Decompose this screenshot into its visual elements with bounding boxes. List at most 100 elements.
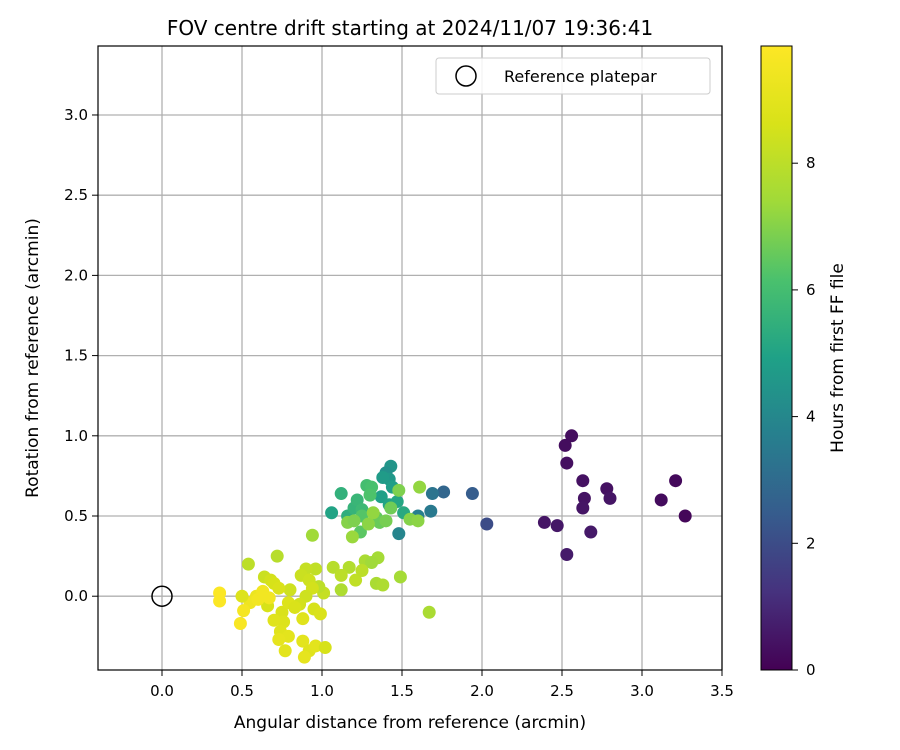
data-point [326, 560, 340, 574]
data-point [305, 528, 319, 542]
data-point [425, 487, 439, 501]
legend-marker-icon [455, 65, 477, 87]
data-point [424, 504, 438, 518]
y-axis-ticks: 0.0 0.5 1.0 1.5 2.0 2.5 3.0 [64, 106, 98, 605]
data-point [576, 474, 590, 488]
x-tick-label: 1.0 [310, 682, 334, 700]
data-point [576, 501, 590, 515]
data-point [345, 530, 359, 544]
data-point [262, 591, 276, 605]
data-point [313, 607, 327, 621]
data-point [480, 517, 494, 531]
data-point [342, 560, 356, 574]
data-point [654, 493, 668, 507]
data-point [374, 490, 388, 504]
data-point [584, 525, 598, 539]
data-point [334, 487, 348, 501]
data-point [465, 487, 479, 501]
data-points [213, 429, 692, 664]
data-point [267, 613, 281, 627]
data-point [379, 514, 393, 528]
data-point [560, 548, 574, 562]
data-point [283, 583, 297, 597]
data-point [361, 517, 375, 531]
data-point [325, 506, 339, 520]
data-point [241, 557, 255, 571]
data-point [577, 491, 591, 505]
data-point [296, 612, 310, 626]
data-point [366, 506, 380, 520]
data-point [278, 644, 292, 658]
x-tick-label: 3.5 [710, 682, 734, 700]
data-point [288, 600, 302, 614]
data-point [237, 604, 251, 618]
data-point [393, 570, 407, 584]
data-point [560, 456, 574, 470]
data-point [349, 573, 363, 587]
data-point [347, 514, 361, 528]
y-tick-label: 2.0 [64, 266, 88, 284]
y-axis-label: Rotation from reference (arcmin) [23, 218, 43, 498]
data-point [334, 568, 348, 582]
data-point [309, 639, 323, 653]
x-tick-label: 0.5 [230, 682, 254, 700]
data-point [297, 650, 311, 664]
y-tick-label: 3.0 [64, 106, 88, 124]
legend-entry-reference-platepar: Reference platepar [504, 67, 657, 86]
x-tick-label: 1.5 [390, 682, 414, 700]
data-point [213, 594, 227, 608]
data-point [376, 471, 390, 485]
reference-platepar-marker [151, 585, 173, 607]
data-point [392, 483, 406, 497]
colorbar-gradient [760, 45, 793, 671]
data-point [413, 480, 427, 494]
y-tick-label: 0.5 [64, 507, 88, 525]
colorbar-tick-label: 8 [806, 154, 816, 172]
data-point [376, 578, 390, 592]
colorbar: 0 2 4 6 8 Hours from first FF file [760, 45, 848, 679]
x-axis-ticks: 0.0 0.5 1.0 1.5 2.0 2.5 3.0 3.5 [150, 670, 734, 700]
y-tick-label: 2.5 [64, 186, 88, 204]
data-point [550, 519, 564, 533]
data-point [422, 605, 436, 619]
data-point [669, 474, 683, 488]
data-point [437, 485, 451, 499]
colorbar-label: Hours from first FF file [828, 263, 848, 453]
x-tick-label: 2.5 [550, 682, 574, 700]
data-point [565, 429, 579, 443]
legend-box [435, 57, 711, 95]
data-point [392, 527, 406, 541]
data-point [363, 488, 377, 502]
data-point [296, 634, 310, 648]
legend: Reference platepar [435, 57, 711, 95]
data-point [384, 501, 398, 515]
data-point [272, 633, 286, 647]
colorbar-tick-label: 6 [806, 281, 816, 299]
colorbar-ticks: 0 2 4 6 8 [792, 154, 816, 679]
data-point [309, 562, 323, 576]
y-tick-label: 1.5 [64, 347, 88, 365]
data-point [270, 549, 284, 563]
data-point [365, 556, 379, 570]
x-tick-label: 3.0 [630, 682, 654, 700]
data-point [355, 564, 369, 578]
plot-frame [97, 45, 723, 671]
data-point [233, 616, 247, 630]
colorbar-tick-label: 2 [806, 534, 816, 552]
data-point [350, 493, 364, 507]
x-tick-label: 0.0 [150, 682, 174, 700]
x-tick-label: 2.0 [470, 682, 494, 700]
data-point [275, 605, 289, 619]
y-tick-label: 0.0 [64, 587, 88, 605]
chart-title: FOV centre drift starting at 2024/11/07 … [167, 16, 653, 40]
data-point [272, 581, 286, 595]
data-point [411, 514, 425, 528]
colorbar-tick-label: 4 [806, 408, 816, 426]
data-point [235, 589, 249, 603]
data-point [537, 515, 551, 529]
data-point [318, 641, 332, 655]
y-tick-label: 1.0 [64, 427, 88, 445]
data-point [678, 509, 692, 523]
colorbar-tick-label: 0 [806, 661, 816, 679]
